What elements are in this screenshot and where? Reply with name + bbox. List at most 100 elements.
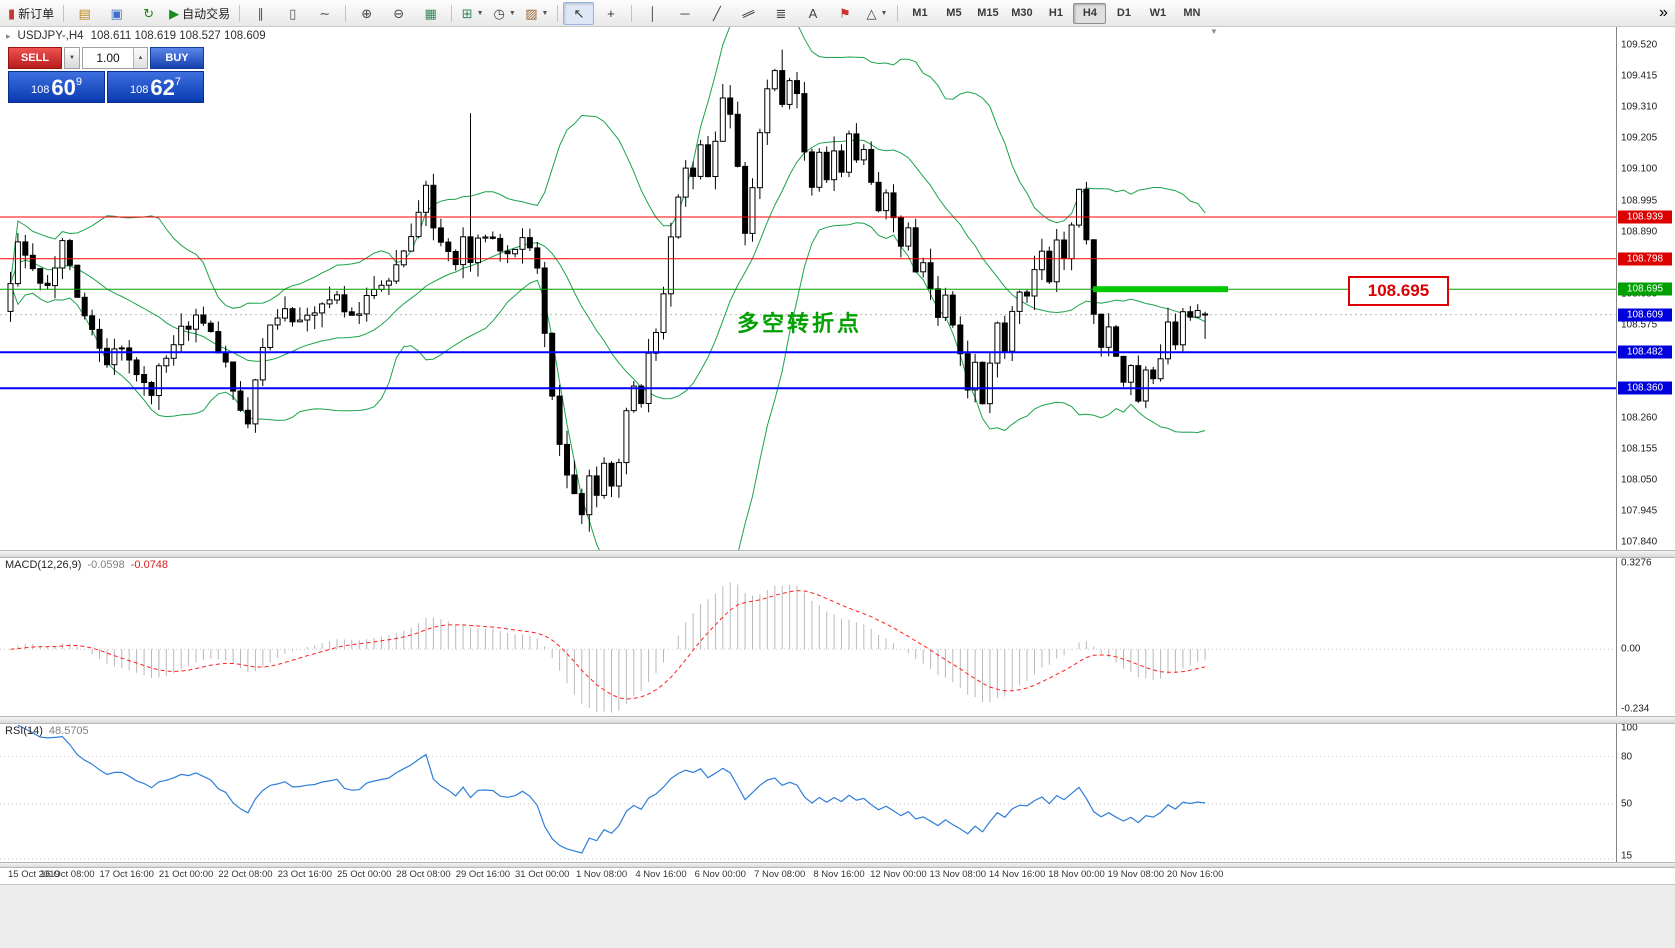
price-tick-label: 107.945 (1621, 505, 1658, 517)
toolbar-separator (557, 4, 559, 22)
text-icon: A (808, 5, 818, 21)
candlestick-chart[interactable] (0, 26, 1617, 550)
trendline-button[interactable]: ╱ (701, 2, 732, 25)
sell-button[interactable]: SELL (8, 47, 62, 69)
indicators-dropdown[interactable]: ⊞ ▼ (457, 2, 488, 25)
macd-scale-label: 0.3276 (1621, 557, 1652, 569)
chart-shift-icon[interactable]: ▼ (1210, 27, 1218, 36)
cursor-button[interactable]: ↖ (563, 1, 595, 25)
price-tick-label: 107.840 (1621, 536, 1658, 548)
timeframe-m1-button[interactable]: M1 (912, 7, 928, 19)
ask-pips: 62 (150, 75, 175, 100)
trendline-icon: ╱ (713, 5, 721, 21)
buy-price-display[interactable]: 108 62 7 (107, 71, 204, 103)
channel-button[interactable]: ∥ (733, 2, 764, 25)
date-tick-label: 6 Nov 00:00 (694, 869, 746, 880)
zoom-out-button[interactable]: ⊖ (383, 2, 414, 25)
price-tick-label: 108.890 (1621, 226, 1658, 237)
axis-splitter (0, 862, 1675, 868)
timeframe-m30-button[interactable]: M30 (1011, 7, 1033, 19)
new-order-button-label: 新订单 (18, 6, 55, 21)
date-tick-label: 16 Oct 08:00 (40, 869, 95, 880)
toolbar-overflow-button[interactable]: » (1659, 4, 1668, 21)
date-tick-label: 28 Oct 08:00 (396, 869, 451, 880)
buy-button[interactable]: BUY (150, 47, 204, 69)
timeframe-m5-button[interactable]: M5 (946, 7, 962, 19)
caret-down-icon: ▼ (508, 9, 516, 17)
candlestick-type-button[interactable]: ▯ (277, 2, 308, 25)
time-axis[interactable]: 15 Oct 2019 16 Oct 08:00 17 Oct 16:00 21 Oc… (0, 866, 1675, 884)
date-tick-label: 19 Nov 08:00 (1107, 869, 1165, 880)
fibonacci-button[interactable]: ≣ (765, 2, 796, 25)
pane-splitter[interactable] (0, 550, 1675, 558)
macd-name: MACD(12,26,9) (5, 559, 82, 571)
date-tick-label: 23 Oct 16:00 (277, 869, 332, 880)
caret-down-icon: ▼ (69, 55, 75, 61)
rsi-scale-label: 50 (1621, 798, 1633, 810)
price-axis[interactable]: 109.520 109.415 109.310 109.205 109.100 108.9… (1616, 26, 1675, 550)
text-button[interactable]: A (797, 2, 828, 25)
refresh-button[interactable]: ↻ (133, 2, 164, 25)
channel-icon: ∥ (740, 6, 758, 20)
crosshair-button[interactable]: + (595, 2, 626, 25)
chart-window-icon: ▸ (6, 30, 11, 41)
date-tick-label: 12 Nov 00:00 (870, 869, 927, 880)
label-icon: ⚑ (839, 5, 851, 21)
price-tick-label: 109.520 (1621, 39, 1658, 51)
date-tick-label: 20 Nov 16:00 (1166, 869, 1224, 880)
rsi-axis[interactable]: 100 80 50 15 (1616, 722, 1675, 862)
date-tick-label: 13 Nov 08:00 (929, 869, 987, 880)
price-level-tag: 108.360 (1618, 381, 1672, 395)
price-level-tag: 108.695 (1618, 282, 1672, 296)
price-level-tag: 108.798 (1618, 252, 1672, 266)
date-tick-label: 18 Nov 00:00 (1048, 869, 1105, 880)
volume-input[interactable]: 1.00 ▲ (82, 47, 148, 69)
sell-price-display[interactable]: 108 60 9 (8, 71, 105, 103)
bar-chart-type-icon: ∥ (257, 5, 264, 21)
macd-chart (0, 582, 1617, 713)
price-tick-label: 108.155 (1621, 443, 1658, 455)
main-chart-pane[interactable]: ▸ USDJPY-,H4 108.611 108.619 108.527 108… (0, 26, 1675, 550)
chart-title: ▸ USDJPY-,H4 108.611 108.619 108.527 108… (6, 30, 266, 42)
new-order-button[interactable]: ▮ 新订单 (4, 2, 58, 25)
macd-axis[interactable]: 0.3276 0.00 -0.234 (1616, 556, 1675, 716)
profiles-button[interactable]: ▣ (101, 2, 132, 25)
shapes-icon: △ (866, 5, 877, 21)
macd-signal-value: -0.0748 (130, 559, 169, 571)
volume-spinner-icon[interactable]: ▲ (133, 48, 147, 68)
templates-icon: ▨ (525, 5, 538, 21)
date-tick-label: 25 Oct 00:00 (336, 869, 392, 880)
autotrading-button-label: 自动交易 (182, 6, 231, 21)
timeframe-w1-button[interactable]: W1 (1149, 7, 1167, 19)
macd-label: MACD(12,26,9) -0.0598 -0.0748 (5, 559, 168, 571)
timeframe-mn-button[interactable]: MN (1183, 7, 1201, 19)
label-button[interactable]: ⚑ (829, 2, 860, 25)
timeframe-h1-button[interactable]: H1 (1048, 7, 1063, 19)
autotrading-button[interactable]: ▶ 自动交易 (165, 2, 234, 25)
rsi-pane[interactable]: RSI(14) 48.5705 100 80 50 15 (0, 722, 1675, 862)
bottom-strip (0, 884, 1675, 948)
shapes-dropdown[interactable]: △ ▼ (861, 2, 892, 25)
line-chart-type-button[interactable]: ∼ (309, 2, 340, 25)
new-order-icon: ▮ (8, 5, 16, 21)
tester-button[interactable]: ▦ (415, 2, 446, 25)
timeframe-m15-button[interactable]: M15 (977, 7, 999, 19)
zoom-out-icon: ⊖ (393, 5, 405, 21)
price-level-tag: 108.939 (1618, 210, 1672, 224)
timeframe-d1-button[interactable]: D1 (1116, 7, 1131, 19)
timeframe-h4-button[interactable]: H4 (1073, 2, 1107, 24)
vertical-line-button[interactable]: │ (637, 2, 668, 25)
periods-icon: ◷ (493, 5, 505, 21)
price-tick-label: 109.415 (1621, 70, 1658, 82)
date-tick-label: 31 Oct 00:00 (514, 869, 570, 880)
bar-chart-type-button[interactable]: ∥ (245, 2, 276, 25)
date-tick-label: 7 Nov 08:00 (754, 869, 806, 880)
zoom-in-button[interactable]: ⊕ (351, 2, 382, 25)
macd-pane[interactable]: MACD(12,26,9) -0.0598 -0.0748 0.3276 0.00… (0, 556, 1675, 716)
periods-dropdown[interactable]: ◷ ▼ (489, 2, 520, 25)
order-settings-dropdown[interactable]: ▼ (64, 47, 80, 69)
templates-dropdown[interactable]: ▨ ▼ (521, 2, 552, 25)
pane-splitter[interactable] (0, 716, 1675, 724)
horizontal-line-button[interactable]: ─ (669, 2, 700, 25)
charts-button[interactable]: ▤ (69, 2, 100, 25)
